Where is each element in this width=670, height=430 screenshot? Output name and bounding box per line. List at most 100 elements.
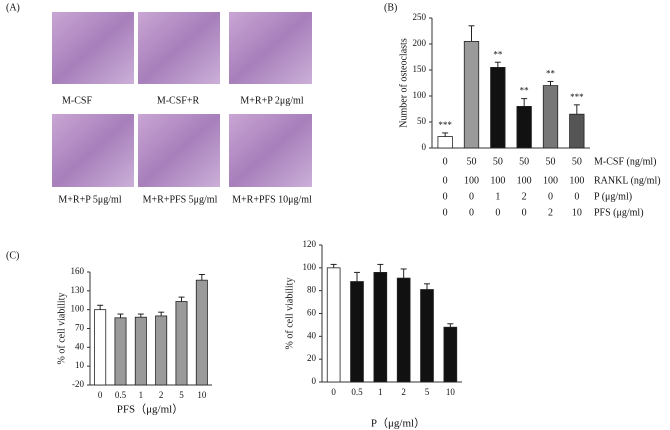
y-tick-label: 100: [71, 304, 85, 314]
micrograph: [229, 12, 312, 84]
table-cell: 2: [522, 191, 527, 202]
y-tick-label: 200: [413, 38, 427, 48]
x-tick-label: 0: [331, 387, 336, 397]
y-tick-label: 50: [417, 116, 427, 126]
significance: ***: [570, 92, 584, 102]
table-row-label: P (μg/ml): [594, 191, 632, 202]
bar: [134, 316, 147, 386]
caption: M+R+P 5μg/ml: [58, 194, 121, 205]
table-cell: 50: [546, 156, 556, 167]
y-tick-label: 0: [422, 142, 427, 152]
table-cell: 0: [443, 156, 448, 167]
x-tick-label: 2: [401, 387, 406, 397]
bar: [443, 326, 458, 383]
micrograph: [52, 114, 134, 187]
x-axis-label: P（μg/ml）: [371, 417, 425, 430]
y-tick-label: -20: [72, 379, 84, 389]
x-tick-label: 1: [378, 387, 383, 397]
x-tick-label: 10: [446, 387, 456, 397]
bar: [326, 267, 341, 383]
significance: **: [520, 86, 530, 96]
table-cell: 0: [548, 191, 553, 202]
table-cell: 2: [548, 207, 553, 218]
micrograph: [52, 12, 134, 84]
y-tick-label: 60: [307, 308, 317, 318]
table-cell: 50: [519, 156, 529, 167]
bar: [94, 309, 107, 386]
table-cell: 0: [443, 207, 448, 218]
y-tick-label: 80: [307, 285, 317, 295]
y-tick-label: 70: [75, 323, 85, 333]
significance: ***: [438, 120, 452, 130]
y-tick-label: 160: [71, 266, 85, 276]
panel-label: (A): [6, 2, 20, 13]
caption: M-CSF+R: [157, 95, 200, 106]
x-tick-label: 0.5: [351, 387, 363, 397]
table-cell: 100: [543, 175, 558, 186]
y-tick-label: 150: [413, 64, 427, 74]
significance: **: [493, 49, 503, 59]
caption: M-CSF: [62, 95, 92, 106]
table-cell: 50: [467, 156, 477, 167]
y-axis-label: % of cell viability: [56, 293, 67, 365]
table-cell: 100: [464, 175, 479, 186]
x-tick-label: 0.5: [115, 390, 127, 400]
table-cell: 0: [469, 207, 474, 218]
y-tick-label: 40: [75, 341, 85, 351]
x-tick-label: 10: [197, 390, 207, 400]
caption: M+R+PFS 5μg/ml: [143, 194, 218, 205]
table-row-label: PFS (μg/ml): [594, 207, 644, 218]
y-tick-label: 130: [71, 285, 85, 295]
table-cell: 10: [572, 207, 582, 218]
significance: **: [546, 69, 556, 79]
table-cell: 0: [443, 191, 448, 202]
y-axis-label: % of cell viability: [284, 278, 295, 350]
table-cell: 50: [572, 156, 582, 167]
bar: [396, 277, 411, 383]
x-tick-label: 1: [139, 390, 144, 400]
table-cell: 50: [493, 156, 503, 167]
x-tick-label: 0: [98, 390, 103, 400]
micrograph: [229, 114, 312, 187]
table-cell: 100: [490, 175, 505, 186]
x-tick-label: 5: [179, 390, 184, 400]
y-tick-label: 250: [413, 12, 427, 22]
caption: M+R+PFS 10μg/ml: [232, 194, 312, 205]
y-tick-label: 20: [307, 353, 317, 363]
panel-label: (C): [6, 250, 19, 261]
y-tick-label: 40: [307, 330, 317, 340]
y-tick-label: 100: [413, 90, 427, 100]
table-cell: 0: [443, 175, 448, 186]
x-tick-label: 5: [425, 387, 430, 397]
panel-label: (B): [384, 2, 397, 13]
bar: [463, 41, 480, 149]
table-row-label: RANKL (ng/ml): [594, 175, 661, 186]
table-cell: 100: [569, 175, 584, 186]
x-axis-label: PFS（μg/ml）: [117, 403, 183, 416]
y-tick-label: 120: [303, 239, 317, 249]
table-cell: 0: [495, 207, 500, 218]
bar: [114, 317, 127, 386]
table-cell: 1: [495, 191, 500, 202]
y-tick-label: 10: [75, 360, 85, 370]
caption: M+R+P 2μg/ml: [240, 95, 303, 106]
bar: [155, 315, 168, 386]
table-cell: 0: [522, 207, 527, 218]
bar: [516, 106, 532, 149]
table-cell: 0: [469, 191, 474, 202]
table-row-label: M-CSF (ng/ml): [594, 156, 657, 167]
bar: [195, 279, 208, 386]
bar: [437, 136, 453, 149]
bar: [175, 301, 188, 386]
x-tick-label: 2: [159, 390, 164, 400]
y-tick-label: 100: [303, 262, 317, 272]
micrograph: [138, 12, 220, 84]
y-axis-label: Number of osteoclasts: [398, 38, 409, 128]
bar: [373, 271, 388, 383]
micrograph: [138, 114, 220, 187]
bar: [490, 67, 506, 149]
bar: [569, 113, 585, 149]
bar: [350, 281, 364, 383]
